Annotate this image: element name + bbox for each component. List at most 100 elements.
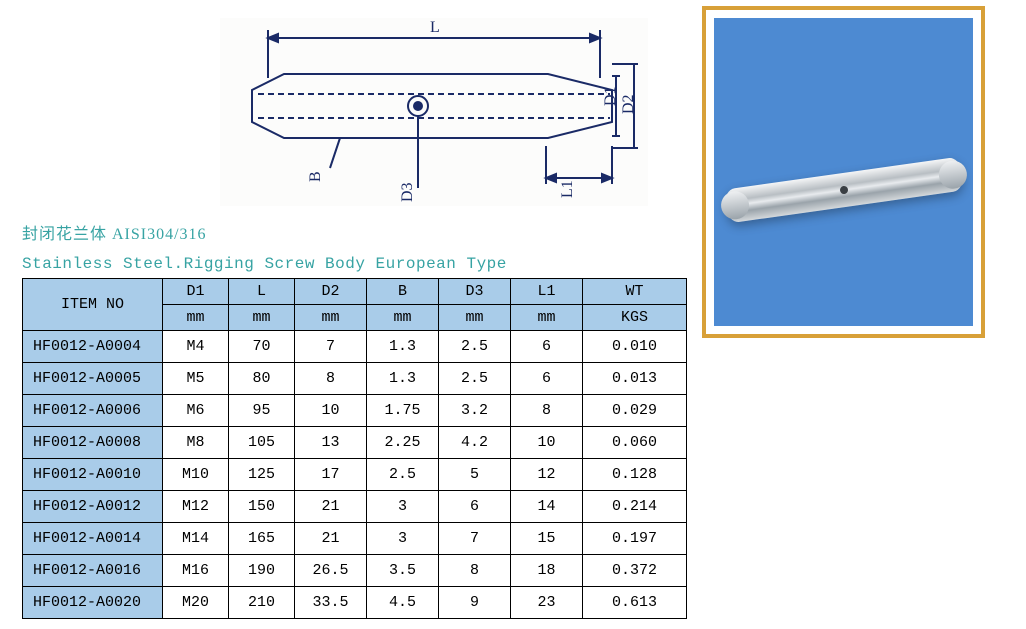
cell-wt: 0.128 [583,459,687,491]
cell-l1: 18 [511,555,583,587]
dim-D1: D1 [602,86,619,106]
th-l1: L1 [511,279,583,305]
cell-d2: 8 [295,363,367,395]
th-wt-u: KGS [583,305,687,331]
cell-d2: 21 [295,523,367,555]
technical-drawing: L D1 D2 D3 L1 B [220,18,648,206]
th-b: B [367,279,439,305]
cell-d3: 4.2 [439,427,511,459]
cell-d1: M14 [163,523,229,555]
cell-l: 190 [229,555,295,587]
cell-item: HF0012-A0004 [23,331,163,363]
cell-item: HF0012-A0020 [23,587,163,619]
cell-l: 125 [229,459,295,491]
table-row: HF0012-A0014M141652137150.197 [23,523,687,555]
cell-d3: 9 [439,587,511,619]
cell-item: HF0012-A0012 [23,491,163,523]
cell-d1: M16 [163,555,229,587]
th-l1-u: mm [511,305,583,331]
cell-b: 1.75 [367,395,439,427]
table-row: HF0012-A0005M58081.32.560.013 [23,363,687,395]
cell-wt: 0.013 [583,363,687,395]
cell-b: 4.5 [367,587,439,619]
cell-d1: M4 [163,331,229,363]
cell-wt: 0.029 [583,395,687,427]
cell-d3: 2.5 [439,331,511,363]
cell-wt: 0.197 [583,523,687,555]
cell-l: 165 [229,523,295,555]
table-row: HF0012-A0012M121502136140.214 [23,491,687,523]
cell-wt: 0.613 [583,587,687,619]
cell-d2: 17 [295,459,367,491]
cell-b: 1.3 [367,331,439,363]
dim-D3: D3 [399,182,416,202]
th-d2-u: mm [295,305,367,331]
dim-L: L [430,19,440,36]
table-row: HF0012-A0004M47071.32.560.010 [23,331,687,363]
cell-l: 150 [229,491,295,523]
dim-L1: L1 [559,180,576,198]
cell-wt: 0.010 [583,331,687,363]
cell-wt: 0.060 [583,427,687,459]
cell-l1: 8 [511,395,583,427]
cell-b: 3 [367,523,439,555]
cell-l1: 15 [511,523,583,555]
cell-item: HF0012-A0014 [23,523,163,555]
cell-wt: 0.372 [583,555,687,587]
cell-d3: 7 [439,523,511,555]
cell-b: 3.5 [367,555,439,587]
cell-wt: 0.214 [583,491,687,523]
table-row: HF0012-A0006M695101.753.280.029 [23,395,687,427]
cell-b: 3 [367,491,439,523]
table-row: HF0012-A0008M8105132.254.2100.060 [23,427,687,459]
cell-l1: 12 [511,459,583,491]
cell-d3: 6 [439,491,511,523]
cell-d3: 5 [439,459,511,491]
cell-b: 1.3 [367,363,439,395]
dim-D2: D2 [620,94,637,114]
cell-d3: 8 [439,555,511,587]
spec-table: ITEM NO D1 L D2 B D3 L1 WT mm mm mm mm m… [22,278,687,619]
cell-l1: 14 [511,491,583,523]
th-d3-u: mm [439,305,511,331]
cell-item: HF0012-A0006 [23,395,163,427]
table-row: HF0012-A0016M1619026.53.58180.372 [23,555,687,587]
product-photo [714,18,973,326]
cell-d2: 26.5 [295,555,367,587]
cell-d3: 3.2 [439,395,511,427]
th-l-u: mm [229,305,295,331]
cell-l1: 10 [511,427,583,459]
cell-l1: 23 [511,587,583,619]
th-d1-u: mm [163,305,229,331]
th-d2: D2 [295,279,367,305]
th-d1: D1 [163,279,229,305]
cell-l: 95 [229,395,295,427]
cell-d1: M20 [163,587,229,619]
product-photo-frame [702,6,985,338]
cell-l: 70 [229,331,295,363]
th-itemno: ITEM NO [23,279,163,331]
cell-b: 2.5 [367,459,439,491]
th-d3: D3 [439,279,511,305]
cell-d1: M12 [163,491,229,523]
table-row: HF0012-A0010M10125172.55120.128 [23,459,687,491]
cell-d2: 10 [295,395,367,427]
cell-item: HF0012-A0016 [23,555,163,587]
cell-l: 210 [229,587,295,619]
dim-B: B [307,171,324,182]
cell-d2: 13 [295,427,367,459]
table-row: HF0012-A0020M2021033.54.59230.613 [23,587,687,619]
cell-d1: M5 [163,363,229,395]
cell-l1: 6 [511,363,583,395]
th-l: L [229,279,295,305]
cell-item: HF0012-A0010 [23,459,163,491]
cell-d2: 21 [295,491,367,523]
cell-item: HF0012-A0008 [23,427,163,459]
cell-b: 2.25 [367,427,439,459]
th-wt: WT [583,279,687,305]
cell-d2: 7 [295,331,367,363]
cell-d2: 33.5 [295,587,367,619]
cell-l: 80 [229,363,295,395]
cell-d3: 2.5 [439,363,511,395]
label-english: Stainless Steel.Rigging Screw Body Europ… [22,255,507,273]
